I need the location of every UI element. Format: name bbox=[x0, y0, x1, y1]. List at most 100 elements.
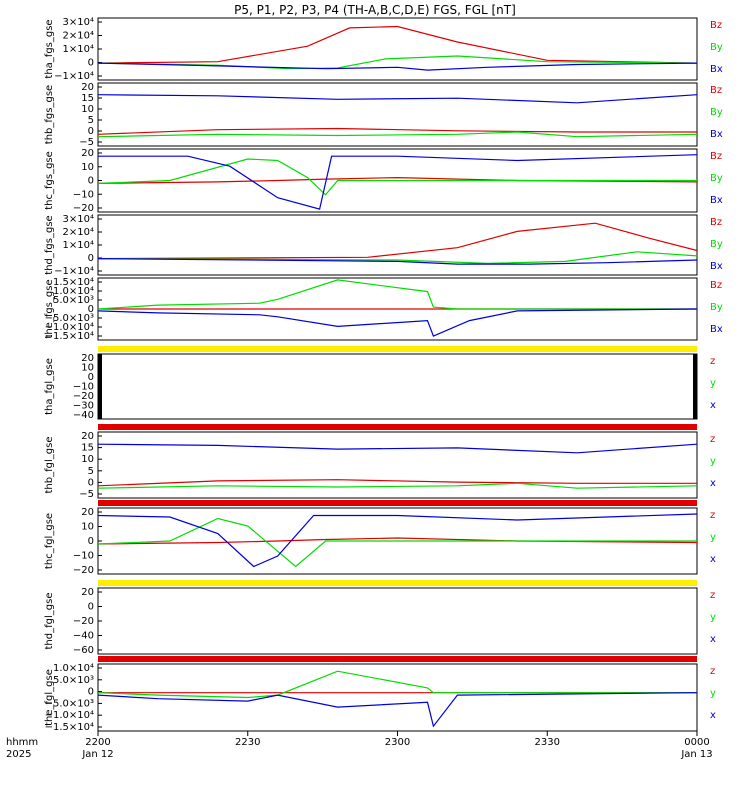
series-y bbox=[97, 670, 697, 699]
series-Bx bbox=[97, 308, 698, 337]
x-tick-label: 2300 bbox=[385, 737, 410, 748]
y-tick-label: −20 bbox=[73, 203, 94, 214]
edge-bar-right bbox=[693, 354, 697, 419]
y-tick-label: −20 bbox=[73, 565, 94, 576]
y-tick-label: 10 bbox=[81, 522, 94, 533]
panel-frame bbox=[97, 17, 698, 81]
y-tick-label: −10 bbox=[73, 551, 94, 562]
series-Bx bbox=[97, 62, 698, 71]
y-tick-label: −30 bbox=[73, 401, 94, 412]
y-tick-label: 0 bbox=[88, 304, 94, 315]
series-z bbox=[97, 479, 697, 487]
x-tick-label: 2200 bbox=[85, 737, 110, 748]
edge-bar-left bbox=[98, 354, 102, 419]
x-tick-label: 2330 bbox=[535, 737, 560, 748]
x-tick-label: 2230 bbox=[235, 737, 260, 748]
y-tick-label: 5 bbox=[88, 466, 94, 477]
series-x bbox=[97, 692, 698, 728]
y-tick-label: −5 bbox=[79, 137, 94, 148]
y-tick-label: 5 bbox=[88, 115, 94, 126]
legend-Bx: Bx bbox=[710, 261, 723, 272]
legend-By: By bbox=[710, 173, 723, 184]
y-tick-label: 20 bbox=[81, 507, 94, 518]
y-tick-label: 0 bbox=[88, 687, 94, 698]
y-axis-label: tha_fgl_gse bbox=[44, 358, 55, 415]
legend-Bz: Bz bbox=[710, 85, 722, 96]
legend-z: z bbox=[710, 510, 715, 521]
legend-x: x bbox=[710, 554, 716, 565]
legend-Bx: Bx bbox=[710, 324, 723, 335]
y-tick-label: −1.5×10⁴ bbox=[45, 331, 94, 342]
series-Bz bbox=[97, 127, 697, 135]
y-tick-label: 15 bbox=[81, 93, 94, 104]
y-tick-label: −40 bbox=[73, 410, 94, 421]
series-By bbox=[97, 131, 698, 138]
y-tick-label: 0 bbox=[88, 602, 94, 613]
legend-z: z bbox=[710, 590, 715, 601]
y-tick-label: 1.5×10⁴ bbox=[53, 277, 94, 288]
y-axis-label: tha_fgs_gse bbox=[44, 19, 55, 78]
legend-z: z bbox=[710, 356, 715, 367]
legend-Bx: Bx bbox=[710, 129, 723, 140]
y-tick-label: −20 bbox=[73, 616, 94, 627]
y-tick-label: 5.0×10³ bbox=[53, 295, 94, 306]
series-Bz bbox=[97, 25, 698, 64]
legend-By: By bbox=[710, 302, 723, 313]
y-tick-label: 1×10⁴ bbox=[63, 240, 94, 251]
quality-bar bbox=[98, 424, 697, 430]
quality-bar bbox=[98, 656, 697, 662]
legend-z: z bbox=[710, 666, 715, 677]
legend-y: y bbox=[710, 612, 716, 623]
legend-x: x bbox=[710, 400, 716, 411]
y-axis-label: thb_fgl_gse bbox=[44, 437, 55, 494]
quality-bar bbox=[98, 580, 697, 586]
y-tick-label: 3×10⁴ bbox=[63, 214, 94, 225]
series-Bx bbox=[97, 258, 698, 265]
y-axis-label: the_fgl_gse bbox=[44, 669, 55, 726]
y-axis-label: thd_fgs_gse bbox=[44, 215, 55, 274]
legend-y: y bbox=[710, 378, 716, 389]
y-tick-label: 20 bbox=[81, 148, 94, 159]
y-axis-label: thc_fgs_gse bbox=[44, 151, 55, 210]
y-tick-label: 0 bbox=[88, 176, 94, 187]
y-tick-label: −1×10⁴ bbox=[54, 71, 94, 82]
legend-Bz: Bz bbox=[710, 280, 722, 291]
y-tick-label: 10 bbox=[81, 454, 94, 465]
axis-row-label-hhmm: hhmm bbox=[6, 737, 38, 748]
y-axis-label: thb_fgs_gse bbox=[44, 85, 55, 144]
y-tick-label: 2×10⁴ bbox=[63, 31, 94, 42]
y-tick-label: 0 bbox=[88, 372, 94, 383]
series-x bbox=[97, 443, 698, 454]
series-Bx bbox=[98, 154, 698, 210]
legend-x: x bbox=[710, 478, 716, 489]
legend-By: By bbox=[710, 239, 723, 250]
y-axis-label: thd_fgl_gse bbox=[44, 593, 55, 650]
y-tick-label: 20 bbox=[81, 82, 94, 93]
series-By bbox=[97, 279, 697, 310]
y-axis-label: the_fgs_gse bbox=[44, 279, 55, 338]
y-tick-label: 20 bbox=[81, 431, 94, 442]
y-tick-label: −1×10⁴ bbox=[54, 266, 94, 277]
y-tick-label: −10 bbox=[73, 189, 94, 200]
legend-By: By bbox=[710, 42, 723, 53]
y-tick-label: 1.0×10⁴ bbox=[53, 286, 94, 297]
y-tick-label: 1.0×10⁴ bbox=[53, 663, 94, 674]
series-y bbox=[97, 482, 698, 489]
y-tick-label: −60 bbox=[73, 645, 94, 656]
y-tick-label: 2×10⁴ bbox=[63, 227, 94, 238]
series-By bbox=[97, 251, 698, 265]
panel-thc_fgs_gse: 20 10 0 −10 −20 thc_fgs_gse Bz By Bx bbox=[44, 148, 723, 214]
y-tick-label: −40 bbox=[73, 631, 94, 642]
y-tick-label: 0 bbox=[88, 477, 94, 488]
panel-thd_fgl_gse: 20 0 −20 −40 −60 thd_fgl_gse zyx bbox=[44, 587, 716, 656]
y-tick-label: 10 bbox=[81, 104, 94, 115]
panel-frame bbox=[97, 587, 698, 655]
y-tick-label: 3×10⁴ bbox=[63, 17, 94, 28]
y-tick-label: −1.0×10⁴ bbox=[45, 710, 94, 721]
quality-bar bbox=[98, 346, 697, 352]
